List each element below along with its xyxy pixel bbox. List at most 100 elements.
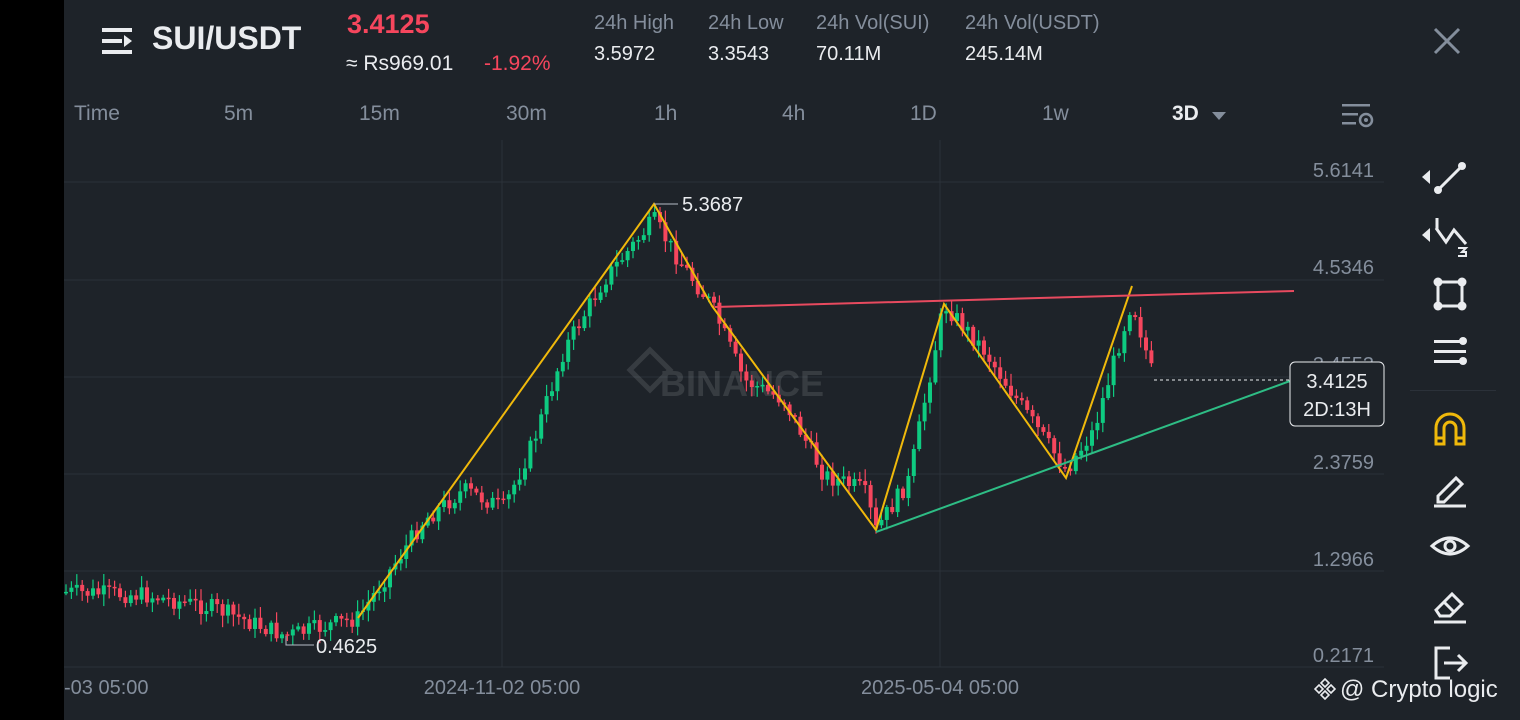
candle-body — [614, 261, 619, 267]
stat-label: 24h High — [594, 12, 675, 34]
candle-body — [960, 313, 965, 331]
candle-body — [220, 604, 225, 616]
candle-body — [1138, 317, 1143, 338]
candle-body — [820, 464, 824, 480]
candle-body — [911, 449, 916, 476]
shape-tool[interactable] — [1428, 272, 1472, 316]
low-label: 0.4625 — [316, 636, 377, 658]
candle-body — [155, 598, 160, 601]
candle-body — [857, 479, 862, 482]
candle-body — [377, 591, 382, 594]
candle-body — [1052, 438, 1057, 454]
candle-body — [263, 628, 268, 635]
candle-body — [647, 216, 652, 236]
stat-value: 245.14M — [965, 43, 1043, 65]
indicator-tool[interactable] — [1428, 330, 1472, 374]
candle-body — [658, 212, 662, 223]
candle-body — [631, 241, 635, 252]
candle-body — [874, 507, 878, 526]
candle-body — [96, 588, 101, 595]
candle-body — [733, 341, 738, 354]
candle-body — [685, 264, 689, 268]
candle-body — [1111, 355, 1116, 386]
expand-caret-icon[interactable] — [1422, 228, 1430, 242]
candle-body — [636, 239, 641, 242]
chart-settings-icon[interactable] — [1342, 100, 1374, 130]
pencil-icon — [1434, 475, 1466, 508]
price-chart[interactable]: BINANCE 5.3687 0.4625 5.6141 4.5346 3.45… — [64, 140, 1410, 700]
stat-24h-vol-base: 24h Vol(SUI) 70.11M — [816, 12, 929, 66]
exit-tool[interactable] — [1428, 640, 1472, 684]
magnet-tool[interactable] — [1428, 408, 1472, 452]
candle-body — [312, 620, 317, 624]
candle-body — [128, 595, 133, 604]
fib-tool[interactable] — [1422, 214, 1472, 258]
candle-body — [971, 326, 976, 346]
drawings: 5.3687 0.4625 — [285, 194, 1295, 658]
candle-body — [1046, 431, 1051, 439]
credit-text: @ Crypto logic — [1340, 676, 1498, 703]
magnet-icon — [1434, 412, 1466, 446]
candle-body — [1057, 453, 1062, 467]
tab-4h[interactable]: 4h — [782, 102, 806, 125]
tab-5m[interactable]: 5m — [224, 102, 254, 125]
high-label: 5.3687 — [682, 194, 743, 216]
candle-body — [247, 619, 252, 629]
visibility-tool[interactable] — [1428, 524, 1472, 568]
candle-body — [274, 622, 279, 639]
candle-body — [604, 284, 608, 293]
eye-icon — [1429, 536, 1471, 556]
candle-body — [1106, 385, 1111, 399]
support-trendline — [875, 380, 1291, 533]
candle-body — [112, 586, 117, 589]
close-icon[interactable] — [1432, 26, 1462, 56]
candle-body — [593, 298, 598, 300]
candle-body — [571, 326, 576, 340]
tab-1w[interactable]: 1w — [1042, 102, 1069, 125]
candle-body — [992, 361, 997, 368]
candle-body — [841, 476, 846, 479]
tab-15m[interactable]: 15m — [359, 102, 400, 125]
eraser-tool[interactable] — [1428, 582, 1472, 626]
approx-price: ≈ Rs969.01 — [346, 52, 454, 75]
exit-icon — [1434, 646, 1469, 680]
candle-body — [344, 618, 349, 621]
candle-body — [215, 599, 220, 605]
candle-body — [1073, 455, 1078, 472]
stat-24h-vol-quote: 24h Vol(USDT) 245.14M — [965, 12, 1100, 66]
candle-body — [452, 502, 457, 509]
candle-body — [474, 488, 479, 493]
candle-body — [1019, 398, 1024, 401]
tab-1d[interactable]: 1D — [910, 102, 937, 125]
pencil-tool[interactable] — [1428, 466, 1472, 510]
candle-body — [1009, 385, 1013, 396]
candle-body — [847, 476, 851, 486]
candle-body — [620, 260, 625, 262]
tab-3d[interactable]: 3D — [1172, 102, 1199, 125]
tab-30m[interactable]: 30m — [506, 102, 547, 125]
candle-body — [712, 296, 716, 303]
eraser-icon — [1434, 591, 1466, 624]
candle-body — [679, 264, 684, 266]
candle-body — [1127, 315, 1132, 332]
candle-body — [922, 402, 927, 422]
candle-body — [539, 414, 544, 439]
candle-body — [301, 626, 306, 634]
trendline-tool[interactable] — [1422, 156, 1472, 200]
menu-icon[interactable] — [102, 26, 136, 56]
expand-caret-icon[interactable] — [1422, 170, 1430, 184]
candle-body — [1068, 468, 1073, 472]
candle-body — [1122, 331, 1127, 354]
candle-body — [447, 500, 452, 509]
pair-title[interactable]: SUI/USDT — [152, 20, 302, 56]
candle-body — [884, 507, 889, 520]
tab-time[interactable]: Time — [74, 102, 120, 125]
candle-body — [91, 588, 95, 596]
tab-1h[interactable]: 1h — [654, 102, 678, 125]
candle-body — [74, 584, 79, 588]
price-tick: 2.3759 — [1313, 452, 1374, 474]
candle-body — [1036, 416, 1040, 428]
candle-body — [123, 597, 128, 604]
chevron-down-icon[interactable] — [1212, 112, 1226, 120]
candle-body — [706, 296, 711, 299]
